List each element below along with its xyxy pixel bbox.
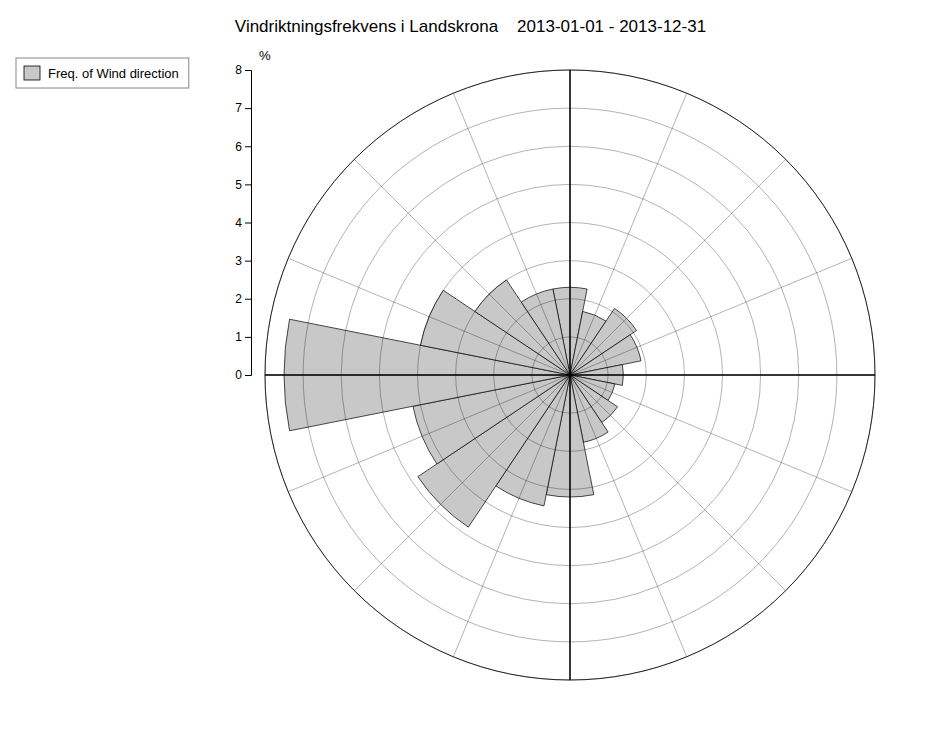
cardinal-axes bbox=[265, 70, 875, 680]
y-axis-label: % bbox=[259, 48, 271, 63]
y-tick-label: 2 bbox=[235, 292, 242, 306]
legend-label: Freq. of Wind direction bbox=[48, 66, 179, 81]
grid-spoke bbox=[570, 258, 852, 375]
cardinal-axis bbox=[569, 375, 571, 680]
y-tick-mark bbox=[245, 184, 251, 185]
bar bbox=[521, 289, 570, 375]
y-axis-line bbox=[245, 71, 252, 376]
grid-spoke bbox=[570, 375, 875, 376]
grid-spoke bbox=[354, 159, 570, 375]
y-tick-mark bbox=[245, 223, 251, 224]
polar-plot bbox=[265, 70, 875, 680]
y-tick-mark bbox=[245, 261, 251, 262]
cardinal-axis bbox=[265, 374, 570, 376]
y-tick: 4 bbox=[235, 216, 251, 230]
y-tick-mark bbox=[245, 70, 251, 71]
grid-spoke bbox=[570, 375, 852, 492]
y-tick-label: 5 bbox=[235, 178, 242, 192]
grid-circle bbox=[265, 70, 875, 680]
grid-spoke bbox=[453, 93, 570, 375]
legend: Freq. of Wind direction bbox=[16, 58, 189, 88]
y-tick: 2 bbox=[235, 292, 251, 306]
y-tick: 3 bbox=[235, 254, 251, 268]
y-axis: 0 1 2 3 4 5 6 7 8 bbox=[235, 63, 251, 382]
grid-spoke bbox=[453, 375, 570, 657]
y-tick-label: 1 bbox=[235, 330, 242, 344]
y-tick: 6 bbox=[235, 140, 251, 154]
grid-spoke bbox=[570, 70, 571, 375]
y-tick-mark bbox=[245, 337, 251, 338]
y-tick-label: 8 bbox=[235, 63, 242, 77]
y-tick: 7 bbox=[235, 101, 251, 115]
y-tick-mark bbox=[245, 375, 251, 376]
plot-background bbox=[265, 70, 875, 680]
chart: Vindriktningsfrekvens i Landskrona 2013-… bbox=[0, 0, 941, 744]
y-tick-label: 7 bbox=[235, 101, 242, 115]
y-tick: 5 bbox=[235, 178, 251, 192]
plot-frame bbox=[265, 70, 875, 680]
y-tick-mark bbox=[245, 108, 251, 109]
grid-spoke bbox=[570, 375, 687, 657]
y-tick-mark bbox=[245, 146, 251, 147]
y-tick-label: 6 bbox=[235, 140, 242, 154]
grid-spoke bbox=[288, 375, 570, 492]
grid-spoke bbox=[570, 93, 687, 375]
grid bbox=[265, 70, 875, 680]
grid-spoke bbox=[288, 258, 570, 375]
y-tick: 0 bbox=[235, 368, 251, 382]
bars bbox=[284, 280, 641, 527]
title: Vindriktningsfrekvens i Landskrona 2013-… bbox=[235, 17, 706, 36]
grid-spoke bbox=[265, 375, 570, 376]
grid-spoke bbox=[354, 375, 570, 591]
cardinal-axis bbox=[569, 70, 571, 375]
grid-spoke bbox=[570, 375, 571, 680]
y-tick-label: 0 bbox=[235, 368, 242, 382]
legend-swatch bbox=[24, 66, 40, 80]
y-tick: 1 bbox=[235, 330, 251, 344]
legend-frame bbox=[16, 58, 189, 88]
y-tick-mark bbox=[245, 299, 251, 300]
y-tick-label: 4 bbox=[235, 216, 242, 230]
y-tick: 8 bbox=[235, 63, 251, 77]
cardinal-axis bbox=[570, 374, 875, 376]
y-tick-label: 3 bbox=[235, 254, 242, 268]
grid-spoke bbox=[570, 159, 786, 375]
grid-spoke bbox=[570, 375, 786, 591]
